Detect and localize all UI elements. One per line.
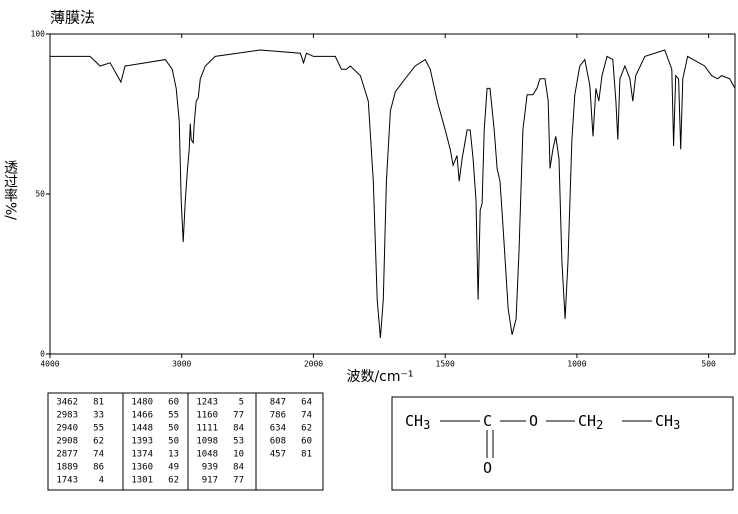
peak-wavenumber: 1466 [131, 411, 153, 421]
peak-wavenumber: 1301 [131, 476, 153, 486]
peak-wavenumber: 1048 [196, 450, 218, 460]
atom-subscript: 2 [596, 418, 603, 432]
atom-symbol: C [483, 412, 492, 430]
peak-transmittance: 74 [301, 411, 312, 421]
peak-transmittance: 84 [233, 424, 244, 434]
peak-wavenumber: 1743 [56, 476, 78, 486]
peak-wavenumber: 2940 [56, 424, 78, 434]
peak-wavenumber: 634 [270, 424, 286, 434]
x-axis-label: 波数/cm⁻¹ [346, 369, 413, 385]
atom-symbol: CH [578, 412, 596, 430]
structure-frame [391, 396, 734, 491]
atom-label: CH3 [405, 412, 430, 432]
peak-wavenumber: 2877 [56, 450, 78, 460]
peak-transmittance: 10 [233, 450, 244, 460]
peak-wavenumber: 608 [270, 437, 286, 447]
peak-transmittance: 62 [93, 437, 104, 447]
peak-transmittance: 77 [233, 411, 244, 421]
spectrum-line [50, 49, 736, 339]
atom-symbol: CH [405, 412, 423, 430]
atom-label: CH3 [655, 412, 680, 432]
atom-symbol: O [483, 459, 492, 477]
peak-transmittance: 84 [233, 463, 244, 473]
peak-transmittance: 62 [301, 424, 312, 434]
peak-wavenumber: 1889 [56, 463, 78, 473]
peak-wavenumber: 3462 [56, 398, 78, 408]
peak-transmittance: 53 [233, 437, 244, 447]
peak-transmittance: 77 [233, 476, 244, 486]
atom-subscript: 3 [423, 418, 430, 432]
atom-symbol: CH [655, 412, 673, 430]
peak-transmittance: 55 [168, 411, 179, 421]
peak-wavenumber: 1098 [196, 437, 218, 447]
peak-wavenumber: 917 [202, 476, 218, 486]
peak-wavenumber: 1448 [131, 424, 153, 434]
peak-transmittance: 13 [168, 450, 179, 460]
y-axis-label: 透过率%/ [2, 160, 18, 220]
peak-transmittance: 60 [301, 437, 312, 447]
peak-wavenumber: 939 [202, 463, 218, 473]
peak-wavenumber: 1360 [131, 463, 153, 473]
plot-frame [49, 33, 736, 355]
peak-transmittance: 64 [301, 398, 312, 408]
peak-wavenumber: 2908 [56, 437, 78, 447]
atom-label: C [483, 412, 492, 430]
peak-wavenumber: 1480 [131, 398, 153, 408]
atom-label: O [529, 412, 538, 430]
peak-wavenumber: 1374 [131, 450, 153, 460]
peak-wavenumber: 786 [270, 411, 286, 421]
peak-wavenumber: 1243 [196, 398, 218, 408]
peak-transmittance: 86 [93, 463, 104, 473]
peak-wavenumber: 1111 [196, 424, 218, 434]
atom-subscript: 3 [673, 418, 680, 432]
peak-transmittance: 55 [93, 424, 104, 434]
peak-transmittance: 49 [168, 463, 179, 473]
y-tick-label: 100 [31, 30, 46, 39]
y-tick-label: 50 [35, 190, 45, 199]
x-tick-label: 4000 [40, 360, 59, 369]
x-tick-label: 3000 [172, 360, 191, 369]
x-tick-label: 1500 [436, 360, 455, 369]
x-tick-label: 1000 [567, 360, 586, 369]
peak-wavenumber: 457 [270, 450, 286, 460]
peak-transmittance: 50 [168, 437, 179, 447]
peak-wavenumber: 2983 [56, 411, 78, 421]
peak-transmittance: 81 [301, 450, 312, 460]
x-tick-label: 500 [701, 360, 716, 369]
peak-transmittance: 33 [93, 411, 104, 421]
peak-wavenumber: 847 [270, 398, 286, 408]
peak-transmittance: 4 [99, 476, 104, 486]
peak-transmittance: 74 [93, 450, 104, 460]
atom-label: O [483, 459, 492, 477]
peak-transmittance: 62 [168, 476, 179, 486]
atom-symbol: O [529, 412, 538, 430]
peak-transmittance: 81 [93, 398, 104, 408]
x-tick-label: 2000 [304, 360, 323, 369]
peak-transmittance: 60 [168, 398, 179, 408]
peak-table-frame [47, 392, 324, 491]
peak-transmittance: 50 [168, 424, 179, 434]
peak-wavenumber: 1393 [131, 437, 153, 447]
atom-label: CH2 [578, 412, 603, 432]
peak-wavenumber: 1160 [196, 411, 218, 421]
y-tick-label: 0 [40, 350, 45, 359]
chart-title: 薄膜法 [50, 9, 95, 27]
peak-transmittance: 5 [239, 398, 244, 408]
